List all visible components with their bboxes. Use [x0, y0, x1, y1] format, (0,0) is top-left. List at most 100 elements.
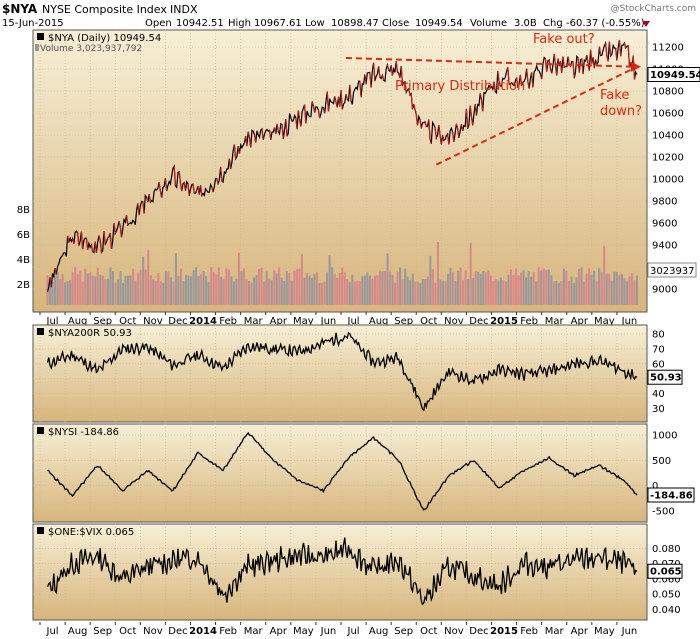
price-down-segment: [109, 233, 113, 249]
one-vix-line: [46, 537, 638, 606]
price-tick-label: 11200: [652, 43, 684, 54]
volume-bar: [401, 279, 404, 305]
price-down-segment: [248, 137, 252, 148]
volume-legend: Volume 3,023,937,792: [40, 44, 142, 54]
price-down-segment: [606, 55, 609, 62]
price-down-segment: [49, 277, 52, 288]
volume-bar: [293, 270, 296, 305]
volume-bar: [157, 273, 160, 305]
volume-bar: [451, 272, 455, 305]
volume-bar: [436, 242, 439, 305]
price-down-segment: [297, 110, 301, 120]
nya200r-panel: 807060504030 $NYA200R 50.93 50.93: [32, 324, 683, 423]
volume-bar: [530, 276, 533, 305]
volume-bar: [84, 268, 87, 305]
price-down-segment: [178, 171, 182, 184]
volume-bar: [240, 271, 243, 305]
month-tick-label: Jul: [347, 626, 360, 637]
price-down-segment: [299, 119, 302, 127]
price-down-segment: [428, 119, 431, 139]
chart-watermark: @StockCharts.com: [611, 4, 696, 14]
volume-bar: [295, 269, 298, 305]
volume-bar: [532, 271, 535, 305]
nya200r-last-box: [647, 369, 683, 385]
nya200r-line: [46, 331, 638, 412]
price-down-segment: [228, 158, 232, 170]
volume-bar: [210, 267, 213, 305]
volume-bar: [633, 280, 636, 305]
chart-symbol: $NYA: [2, 2, 38, 16]
price-down-segment: [268, 130, 272, 140]
volume-bar: [328, 255, 331, 305]
volume-bar: [71, 272, 74, 305]
volume-bar: [111, 271, 115, 305]
volume-bar: [187, 275, 190, 305]
price-down-segment: [183, 182, 187, 191]
volume-bar: [270, 280, 273, 305]
volume-bar: [137, 272, 140, 305]
volume-bar: [366, 272, 369, 305]
price-down-segment: [118, 221, 121, 227]
volume-bar: [537, 267, 540, 305]
volume-bar: [487, 270, 490, 305]
price-down-segment: [507, 67, 510, 85]
volume-bar: [101, 275, 104, 305]
volume-bar: [572, 282, 576, 305]
price-down-segment: [148, 194, 151, 203]
volume-bar: [520, 272, 523, 305]
price-tick-label: 10000: [652, 175, 684, 186]
volume-bar: [383, 270, 387, 305]
volume-bar: [89, 272, 92, 305]
volume-bar: [76, 274, 79, 305]
volume-bar: [429, 255, 432, 305]
price-down-segment: [410, 93, 414, 110]
volume-bar: [283, 281, 286, 305]
volume-bar: [527, 270, 530, 305]
volume-bar: [494, 279, 497, 305]
price-down-segment: [164, 178, 168, 192]
volume-bar: [275, 273, 278, 305]
volume-bar: [497, 280, 500, 305]
price-down-segment: [413, 104, 416, 110]
month-tick-label: May: [594, 316, 615, 327]
month-tick-label: Feb: [520, 316, 538, 327]
price-down-segment: [317, 109, 321, 119]
close-label: Close: [382, 18, 409, 29]
volume-bar: [179, 268, 183, 305]
nya200r-last-value: 50.93: [650, 373, 682, 384]
volume-bar: [132, 268, 135, 305]
volume-bar: [358, 281, 361, 305]
price-down-segment: [281, 124, 284, 140]
volume-bar: [567, 281, 570, 305]
low-label: Low: [305, 18, 325, 29]
volume-bar: [104, 279, 107, 305]
volume-bar: [331, 267, 334, 305]
month-tick-label: Oct: [420, 626, 437, 637]
price-down-segment: [295, 118, 298, 130]
volume-bar: [489, 275, 492, 305]
volume-bar: [613, 271, 616, 305]
price-down-segment: [216, 178, 219, 184]
volume-bar: [449, 267, 452, 305]
volume-bar: [164, 271, 167, 305]
volume-bar: [48, 279, 52, 305]
price-down-segments: [49, 39, 636, 288]
month-tick-label: Nov: [143, 316, 163, 327]
price-down-segment: [90, 244, 94, 252]
one-vix-legend: $ONE:$VIX 0.065: [48, 527, 134, 538]
volume-tick-label: 8B: [17, 205, 30, 216]
volume-bar: [625, 281, 628, 305]
month-tick-label: Jun: [621, 626, 638, 637]
price-legend: $NYA (Daily) 10949.54: [48, 33, 161, 44]
nysi-last-box: [647, 487, 695, 503]
price-down-segment: [515, 77, 519, 87]
price-down-segment: [553, 54, 557, 66]
month-tick-label: 2015: [490, 316, 518, 327]
volume-bar: [159, 281, 162, 305]
volume-bar: [152, 279, 155, 305]
price-down-segment: [442, 135, 445, 141]
volume-bar: [391, 275, 394, 305]
month-tick-label: Jul: [46, 316, 59, 327]
price-down-segment: [414, 109, 417, 115]
